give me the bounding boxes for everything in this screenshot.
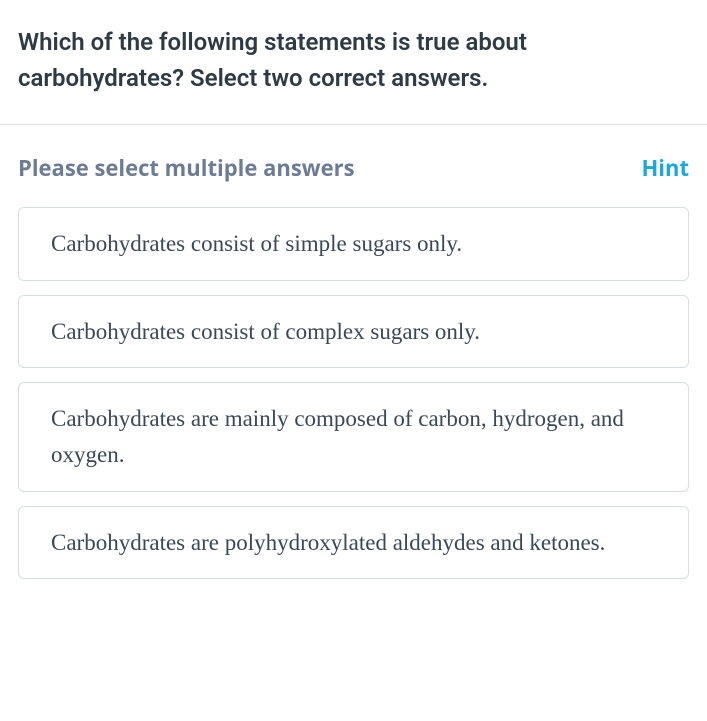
options-container: Carbohydrates consist of simple sugars o… bbox=[0, 207, 707, 579]
question-container: Which of the following statements is tru… bbox=[0, 0, 707, 96]
option-text: Carbohydrates consist of complex sugars … bbox=[51, 314, 670, 350]
hint-button[interactable]: Hint bbox=[641, 153, 689, 183]
answer-option-2[interactable]: Carbohydrates are mainly composed of car… bbox=[18, 382, 689, 491]
option-text: Carbohydrates consist of simple sugars o… bbox=[51, 226, 670, 262]
question-text: Which of the following statements is tru… bbox=[18, 24, 689, 96]
answer-option-3[interactable]: Carbohydrates are polyhydroxylated aldeh… bbox=[18, 506, 689, 580]
option-text: Carbohydrates are mainly composed of car… bbox=[51, 401, 670, 472]
instruction-text: Please select multiple answers bbox=[18, 153, 355, 183]
answer-option-0[interactable]: Carbohydrates consist of simple sugars o… bbox=[18, 207, 689, 281]
instruction-row: Please select multiple answers Hint bbox=[0, 125, 707, 207]
answer-option-1[interactable]: Carbohydrates consist of complex sugars … bbox=[18, 295, 689, 369]
option-text: Carbohydrates are polyhydroxylated aldeh… bbox=[51, 525, 670, 561]
